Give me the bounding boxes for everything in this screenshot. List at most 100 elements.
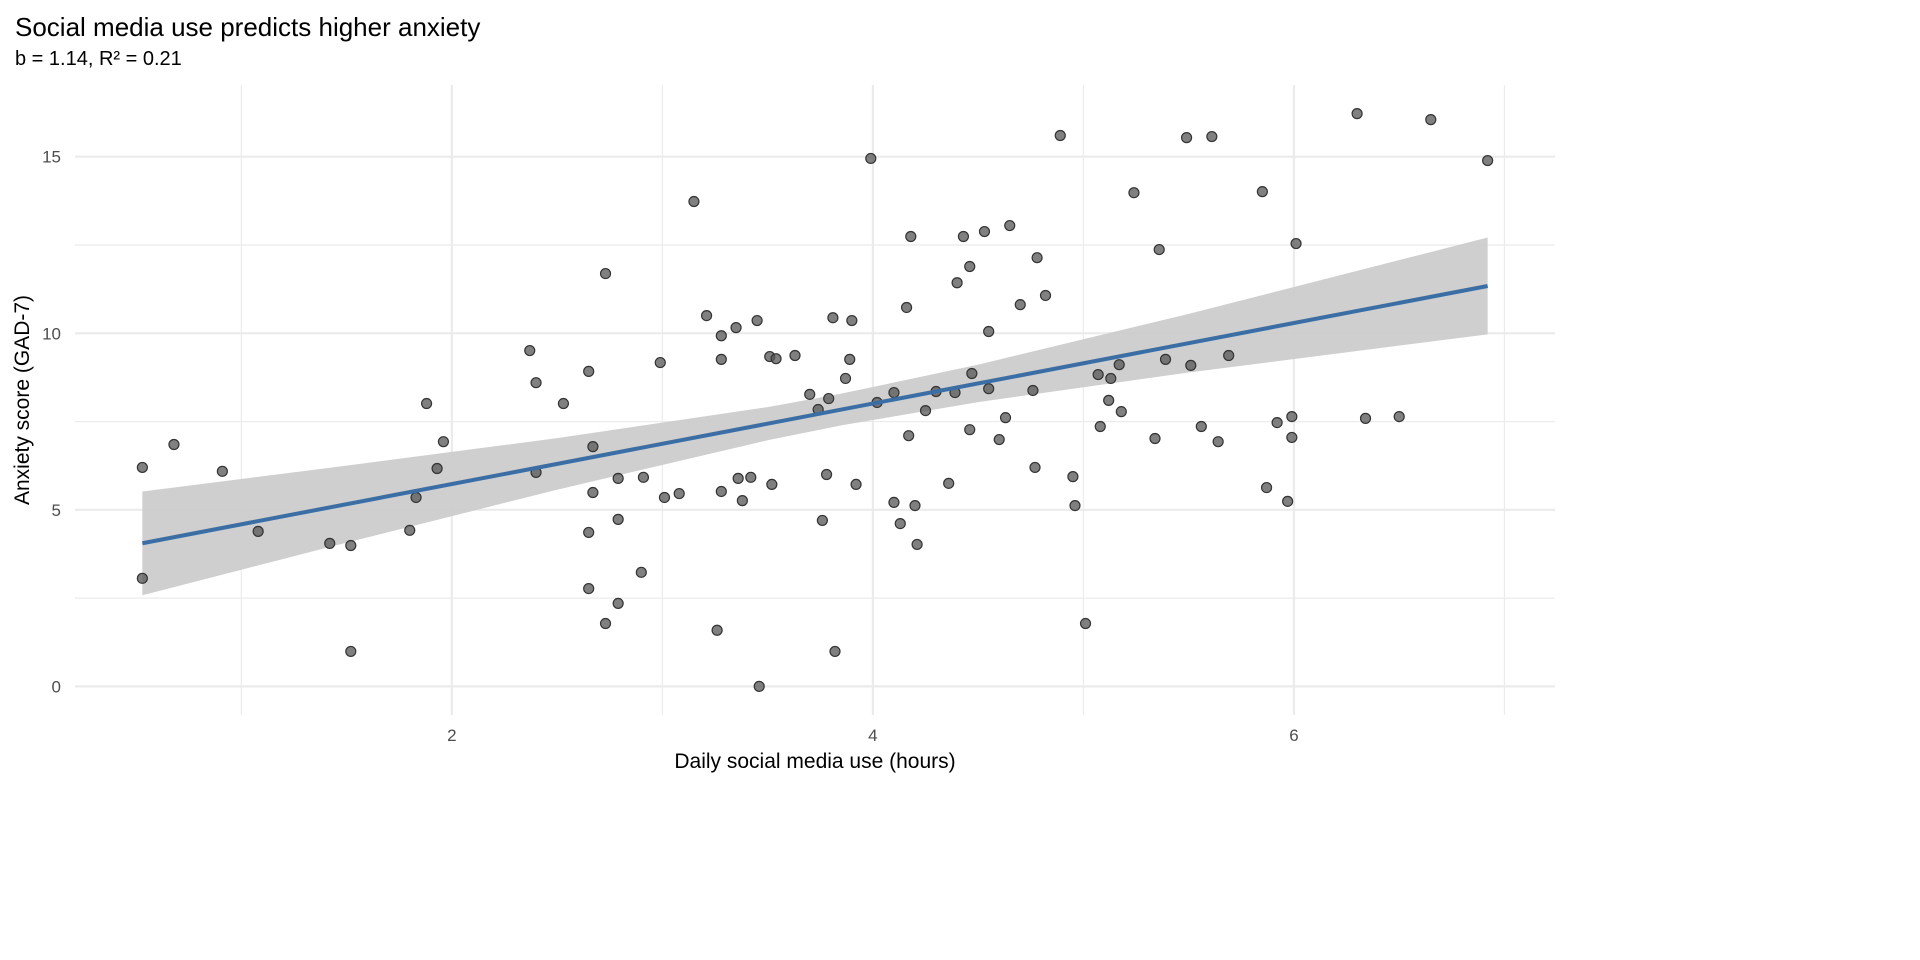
data-point (1128, 187, 1140, 199)
data-point (345, 645, 357, 658)
data-point (1027, 384, 1039, 397)
data-point (1359, 412, 1372, 424)
data-point (888, 386, 900, 399)
data-point (530, 377, 542, 389)
data-point (1290, 237, 1302, 250)
data-point (1212, 436, 1224, 448)
data-point (827, 312, 839, 324)
data-point (1256, 186, 1268, 198)
data-point (888, 496, 900, 509)
data-point (900, 301, 913, 314)
y-tick-label: 10 (42, 324, 61, 343)
data-point (1004, 219, 1016, 232)
data-point (978, 225, 991, 238)
data-point (736, 495, 748, 507)
data-point (583, 365, 595, 377)
data-point (658, 491, 671, 504)
data-point (1113, 359, 1125, 371)
data-point (983, 383, 995, 395)
data-point (964, 260, 976, 273)
data-point (823, 392, 835, 405)
data-point (715, 330, 727, 342)
data-point (599, 267, 612, 280)
data-point (1223, 349, 1235, 362)
x-tick-label: 6 (1289, 726, 1298, 745)
data-point (711, 624, 723, 636)
data-point (745, 471, 757, 483)
data-point (789, 349, 801, 362)
x-tick-label: 2 (447, 726, 456, 745)
data-point (966, 367, 978, 380)
data-point (850, 478, 862, 491)
data-point (1425, 114, 1437, 126)
data-point (136, 461, 148, 474)
data-point (1180, 132, 1193, 144)
data-point (1014, 299, 1026, 311)
data-point (583, 582, 595, 595)
data-point (964, 424, 976, 436)
data-point (911, 538, 923, 551)
data-point (612, 472, 624, 484)
x-axis-title: Daily social media use (hours) (674, 750, 955, 773)
data-point (420, 397, 433, 410)
data-point (766, 478, 778, 491)
data-point (1195, 420, 1207, 433)
data-point (909, 499, 921, 512)
chart-title: Social media use predicts higher anxiety (15, 12, 481, 42)
data-point (829, 645, 841, 658)
data-point (715, 353, 727, 365)
data-point (612, 597, 624, 610)
data-point (1115, 406, 1127, 418)
data-point (730, 322, 742, 334)
data-point (252, 525, 264, 537)
y-tick-label: 15 (42, 148, 61, 167)
data-point (324, 537, 336, 549)
data-point (404, 524, 416, 536)
data-point (612, 513, 624, 525)
y-tick-label: 5 (52, 501, 61, 520)
data-point (1069, 499, 1081, 512)
data-point (168, 438, 180, 451)
fit-line (141, 284, 1489, 546)
data-point (1271, 417, 1283, 429)
data-point (957, 230, 970, 243)
data-point (951, 277, 963, 289)
data-point (993, 433, 1005, 446)
data-point (1149, 432, 1161, 445)
data-point (732, 472, 744, 484)
data-point (635, 566, 647, 578)
data-point (1393, 410, 1405, 423)
data-point (1031, 252, 1043, 264)
data-point (410, 491, 422, 504)
data-point (1039, 289, 1052, 302)
data-point (700, 309, 713, 322)
data-point (919, 404, 932, 417)
data-point (637, 471, 650, 483)
data-point (903, 430, 915, 442)
data-point (983, 325, 995, 338)
data-point (865, 152, 877, 165)
data-point (905, 230, 917, 243)
data-point (820, 468, 833, 481)
data-point (599, 617, 612, 630)
data-point (216, 465, 228, 477)
data-point (753, 680, 765, 692)
data-point (1153, 243, 1165, 256)
data-point (1159, 353, 1172, 365)
data-point (804, 388, 816, 400)
data-point (654, 356, 666, 369)
data-point (1029, 461, 1041, 474)
data-point (1260, 481, 1273, 494)
data-point (673, 487, 685, 500)
data-point (715, 485, 727, 498)
data-point (1103, 394, 1115, 406)
data-point (688, 195, 700, 208)
data-point (943, 477, 955, 489)
data-point (587, 441, 599, 453)
data-point (1079, 617, 1092, 630)
data-point (557, 397, 570, 410)
chart-subtitle: b = 1.14, R² = 0.21 (15, 48, 182, 70)
data-point (846, 314, 858, 327)
y-tick-label: 0 (52, 677, 61, 696)
